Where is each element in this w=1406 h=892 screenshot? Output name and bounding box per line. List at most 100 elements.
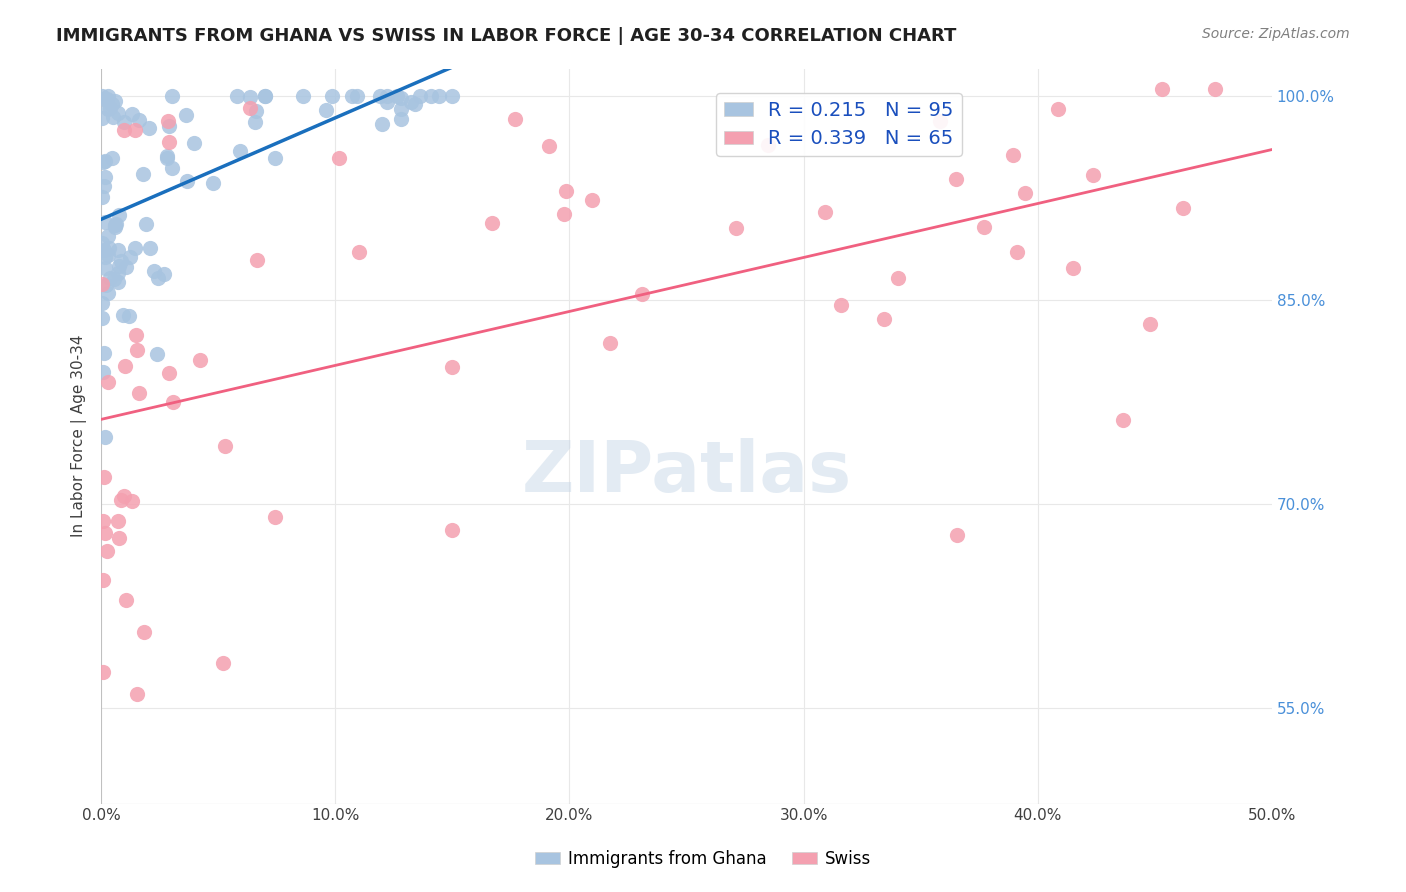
Point <box>97 375 120 389</box>
Point <box>440 524 463 538</box>
Point <box>157 366 180 380</box>
Point <box>139 241 162 255</box>
Point <box>581 194 603 208</box>
Point <box>108 532 131 546</box>
Point <box>553 207 575 221</box>
Point <box>138 120 160 135</box>
Point <box>91 311 114 326</box>
Point <box>94 277 117 292</box>
Point <box>107 266 129 280</box>
Point <box>93 525 115 540</box>
Point <box>127 687 149 701</box>
Point <box>945 172 967 186</box>
Point <box>94 250 117 264</box>
Point <box>440 359 463 374</box>
Text: IMMIGRANTS FROM GHANA VS SWISS IN LABOR FORCE | AGE 30-34 CORRELATION CHART: IMMIGRANTS FROM GHANA VS SWISS IN LABOR … <box>56 27 956 45</box>
Point <box>118 250 141 264</box>
Point <box>101 110 124 124</box>
Point <box>107 275 129 289</box>
Point <box>503 112 526 126</box>
Point <box>389 102 412 116</box>
Point <box>91 665 114 679</box>
Point <box>254 88 277 103</box>
Point <box>135 217 157 231</box>
Point <box>404 97 426 112</box>
Point <box>375 88 398 103</box>
Point <box>1204 82 1226 96</box>
Point <box>1062 260 1084 275</box>
Point <box>245 252 267 267</box>
Point <box>98 101 121 115</box>
Point <box>176 173 198 187</box>
Point <box>408 88 430 103</box>
Legend: R = 0.215   N = 95, R = 0.339   N = 65: R = 0.215 N = 95, R = 0.339 N = 65 <box>716 93 962 156</box>
Point <box>114 359 136 374</box>
Point <box>389 91 412 105</box>
Point <box>1139 317 1161 331</box>
Point <box>368 88 391 103</box>
Point <box>239 101 262 115</box>
Point <box>427 88 450 103</box>
Point <box>107 208 129 222</box>
Point <box>112 489 135 503</box>
Point <box>91 364 114 378</box>
Point <box>94 170 117 185</box>
Point <box>229 144 252 158</box>
Point <box>128 113 150 128</box>
Point <box>110 254 132 268</box>
Text: ZIPatlas: ZIPatlas <box>522 438 852 508</box>
Y-axis label: In Labor Force | Age 30-34: In Labor Force | Age 30-34 <box>72 334 87 537</box>
Legend: Immigrants from Ghana, Swiss: Immigrants from Ghana, Swiss <box>529 844 877 875</box>
Point <box>1081 168 1104 182</box>
Point <box>100 151 122 165</box>
Point <box>160 161 183 176</box>
Point <box>114 260 136 274</box>
Point <box>112 115 135 129</box>
Point <box>97 229 120 244</box>
Point <box>157 119 180 133</box>
Point <box>243 115 266 129</box>
Point <box>872 312 894 326</box>
Point <box>814 205 837 219</box>
Point <box>93 92 115 106</box>
Point <box>107 106 129 120</box>
Point <box>1002 147 1025 161</box>
Point <box>887 270 910 285</box>
Point <box>91 190 114 204</box>
Point <box>97 248 120 262</box>
Point <box>132 167 155 181</box>
Point <box>1112 412 1135 426</box>
Point <box>104 218 127 232</box>
Point <box>124 328 146 343</box>
Point <box>321 88 343 103</box>
Point <box>125 343 148 358</box>
Point <box>98 270 121 285</box>
Point <box>91 88 114 103</box>
Point <box>174 107 197 121</box>
Point <box>101 97 124 112</box>
Point <box>328 152 350 166</box>
Point <box>342 88 364 103</box>
Point <box>91 514 114 528</box>
Point <box>188 353 211 368</box>
Point <box>108 260 131 274</box>
Point <box>91 574 114 588</box>
Point <box>155 149 177 163</box>
Point <box>264 510 287 524</box>
Point <box>93 470 115 484</box>
Point <box>389 112 412 126</box>
Point <box>104 94 127 108</box>
Point <box>97 88 120 103</box>
Text: Source: ZipAtlas.com: Source: ZipAtlas.com <box>1202 27 1350 41</box>
Point <box>104 219 127 234</box>
Point <box>132 624 155 639</box>
Point <box>162 395 184 409</box>
Point <box>91 236 114 251</box>
Point <box>153 268 176 282</box>
Point <box>107 243 129 257</box>
Point <box>1150 82 1173 96</box>
Point <box>146 271 169 285</box>
Point <box>146 346 169 360</box>
Point <box>264 151 287 165</box>
Point <box>239 90 262 104</box>
